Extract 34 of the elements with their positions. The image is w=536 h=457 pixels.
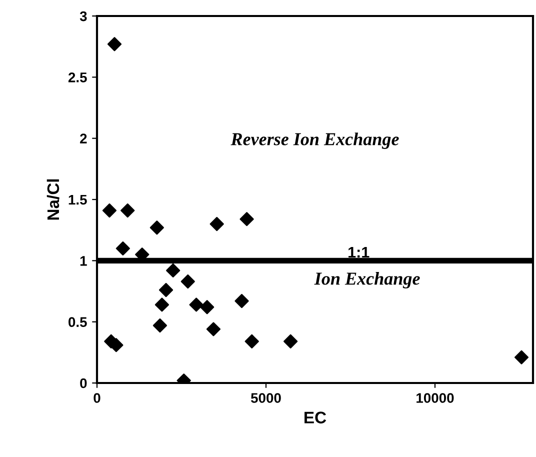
point bbox=[152, 318, 168, 333]
point bbox=[107, 37, 122, 52]
annotation: Ion Exchange bbox=[314, 272, 420, 288]
point bbox=[210, 216, 224, 232]
x-tick-label: 10000 bbox=[416, 393, 454, 403]
point bbox=[234, 294, 249, 308]
y-tick-label: 0 bbox=[80, 378, 87, 388]
x-axis-title: EC bbox=[304, 412, 326, 424]
x-tick-label: 5000 bbox=[250, 393, 281, 403]
point bbox=[154, 298, 170, 312]
point bbox=[150, 220, 164, 235]
y-tick-label: 2 bbox=[80, 134, 87, 144]
point bbox=[244, 334, 259, 348]
point bbox=[116, 241, 130, 256]
point bbox=[102, 203, 117, 218]
point bbox=[206, 322, 221, 336]
y-axis-title: Na/Cl bbox=[46, 179, 60, 220]
point bbox=[180, 274, 195, 289]
annotation: Reverse Ion Exchange bbox=[230, 132, 399, 149]
y-tick-label: 1 bbox=[80, 256, 87, 266]
point bbox=[189, 298, 204, 312]
point bbox=[514, 350, 529, 364]
point bbox=[166, 263, 180, 278]
point bbox=[158, 282, 174, 298]
ref-line-label: 1:1 bbox=[348, 246, 370, 258]
point bbox=[120, 203, 135, 218]
y-tick-label: 1.5 bbox=[68, 194, 87, 205]
y-tick-label: 0.5 bbox=[68, 317, 87, 328]
y-tick-label: 2.5 bbox=[68, 72, 87, 82]
y-tick-label: 3 bbox=[80, 11, 87, 22]
x-tick-label: 0 bbox=[94, 393, 100, 403]
point bbox=[284, 334, 298, 348]
point bbox=[240, 212, 254, 226]
point bbox=[200, 300, 214, 314]
